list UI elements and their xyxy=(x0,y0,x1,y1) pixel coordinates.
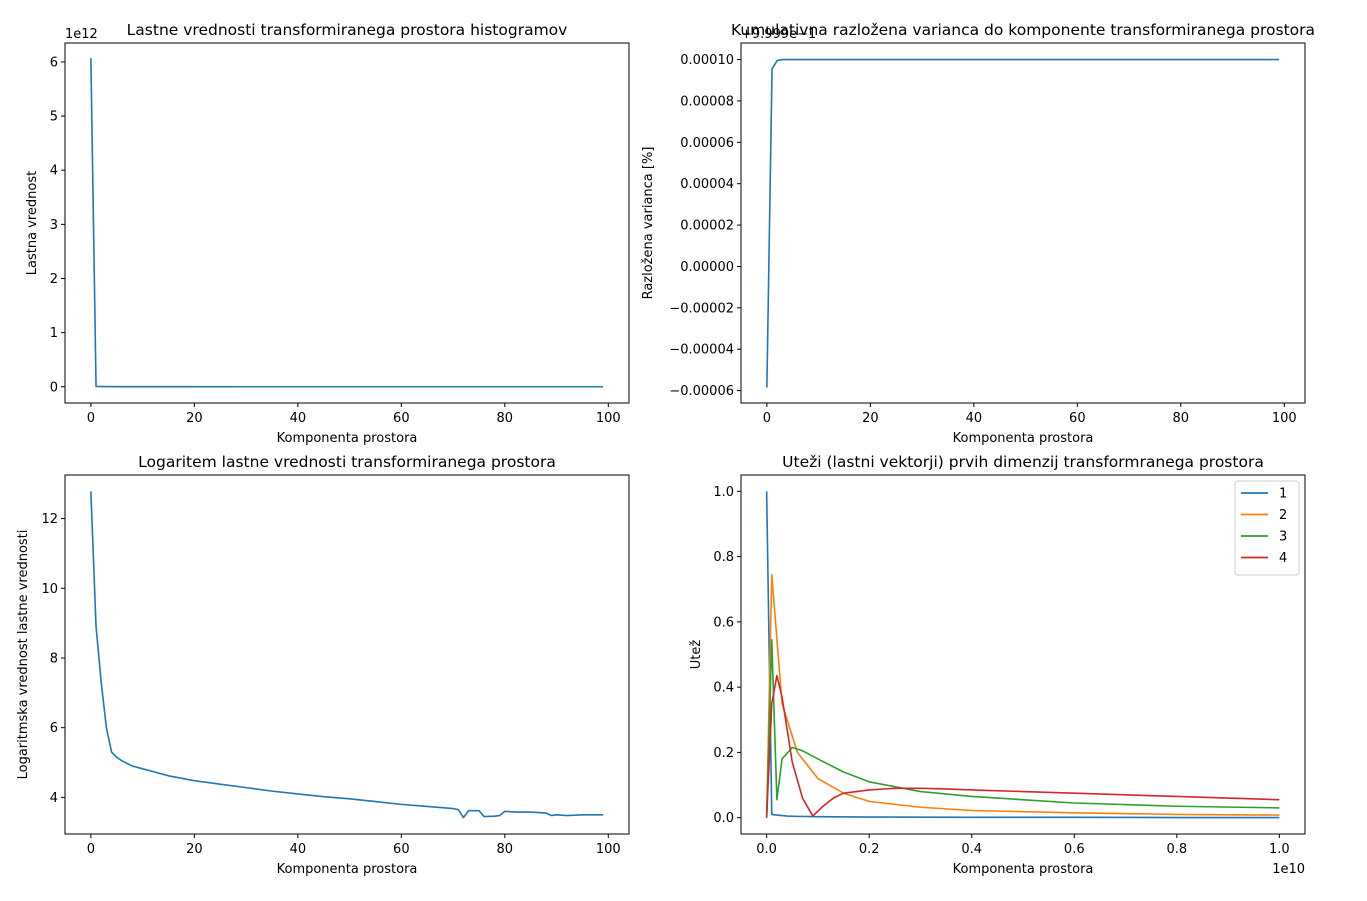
x-tick-label: 40 xyxy=(966,411,983,426)
legend-entry: 2 xyxy=(1279,508,1287,523)
y-tick-label: −0.00004 xyxy=(669,343,734,358)
series-line-2 xyxy=(765,573,1280,818)
x-offset-text: 1e10 xyxy=(1272,862,1305,877)
x-axis-label: Komponenta prostora xyxy=(953,431,1094,446)
y-tick-label: 2 xyxy=(50,272,58,287)
y-axis-label: Lastna vrednost xyxy=(25,171,40,275)
y-tick-label: 4 xyxy=(50,164,58,179)
series-line-1 xyxy=(90,491,604,819)
x-tick-label: 0 xyxy=(763,411,771,426)
chart-panel-2: 0 20 40 60 80 100 −0.00006 −0.00004 −0.00002 0.00… xyxy=(641,21,1315,446)
y-tick-label: −0.00002 xyxy=(669,301,734,316)
y-tick-label: −0.00006 xyxy=(669,384,734,399)
x-tick-label: 100 xyxy=(1272,411,1297,426)
series-line-1 xyxy=(90,58,604,388)
x-tick-label: 0.2 xyxy=(859,842,880,857)
chart-title: Lastne vrednosti transformiranega prosto… xyxy=(127,21,568,39)
y-tick-label: 1 xyxy=(50,326,58,341)
legend-entry: 4 xyxy=(1279,551,1287,566)
y-tick-label: 0.4 xyxy=(713,681,734,696)
x-axis-label: Komponenta prostora xyxy=(277,862,418,877)
x-axis-label: Komponenta prostora xyxy=(953,862,1094,877)
x-tick-label: 0 xyxy=(87,842,95,857)
y-tick-label: 3 xyxy=(50,218,58,233)
y-tick-label: 0.00000 xyxy=(680,260,734,275)
chart-title: Logaritem lastne vrednosti transformiran… xyxy=(138,453,556,471)
y-tick-label: 0.6 xyxy=(713,615,734,630)
y-axis-label: Utež xyxy=(689,640,704,670)
series-line-1 xyxy=(765,491,1280,819)
x-axis-label: Komponenta prostora xyxy=(277,431,418,446)
y-axis-label: Razložena varianca [%] xyxy=(641,147,656,300)
series-line-4 xyxy=(765,674,1280,818)
legend-box xyxy=(1234,480,1300,576)
x-tick-label: 0.8 xyxy=(1166,842,1187,857)
x-tick-label: 20 xyxy=(186,411,203,426)
y-tick-label: 8 xyxy=(50,651,58,666)
x-tick-label: 20 xyxy=(862,411,879,426)
y-tick-label: 0.00008 xyxy=(680,94,734,109)
plot-frame xyxy=(740,474,1306,835)
y-tick-label: 10 xyxy=(41,582,58,597)
y-tick-label: 6 xyxy=(50,55,58,70)
y-offset-text: 1e12 xyxy=(65,27,98,42)
series-line-3 xyxy=(765,639,1280,818)
plot-frame xyxy=(64,42,630,404)
y-tick-label: 1.0 xyxy=(713,485,734,500)
x-tick-label: 80 xyxy=(497,842,514,857)
series-line-1 xyxy=(766,58,1280,388)
x-tick-label: 80 xyxy=(1173,411,1190,426)
plot-frame xyxy=(64,474,630,835)
y-tick-label: 0.00002 xyxy=(680,219,734,234)
x-tick-label: 20 xyxy=(186,842,203,857)
chart-panel-4: 0.0 0.2 0.4 0.6 0.8 1.0 0.0 0.2 0.4 0.6 0.8 1.0 Utež… xyxy=(689,453,1306,877)
y-tick-label: 0.00004 xyxy=(680,177,734,192)
x-tick-label: 40 xyxy=(290,411,307,426)
y-tick-label: 5 xyxy=(50,110,58,125)
x-tick-label: 80 xyxy=(497,411,514,426)
chart-panel-1: 0 20 40 60 80 100 0 1 2 3 4 5 6 Lastne vrednosti tran… xyxy=(25,21,630,446)
y-tick-label: 0.00006 xyxy=(680,136,734,151)
plot-frame xyxy=(740,42,1306,404)
x-tick-label: 60 xyxy=(1069,411,1086,426)
y-offset-text: +9.999e−1 xyxy=(741,27,816,42)
y-tick-label: 0.8 xyxy=(713,550,734,565)
x-tick-label: 0.4 xyxy=(961,842,982,857)
legend: 1 2 3 4 xyxy=(1234,480,1300,576)
y-tick-label: 12 xyxy=(41,512,58,527)
x-tick-label: 60 xyxy=(393,842,410,857)
x-tick-label: 100 xyxy=(596,411,621,426)
y-tick-label: 0.0 xyxy=(713,811,734,826)
legend-entry: 1 xyxy=(1279,487,1287,502)
x-tick-label: 60 xyxy=(393,411,410,426)
chart-panel-3: 0 20 40 60 80 100 4 6 8 10 12 Logaritem lastne vred… xyxy=(16,453,630,877)
y-axis-label: Logaritmska vrednost lastne vrednosti xyxy=(16,530,31,780)
x-tick-label: 1.0 xyxy=(1269,842,1290,857)
x-tick-label: 0.0 xyxy=(756,842,777,857)
x-tick-label: 0.6 xyxy=(1064,842,1085,857)
chart-title: Kumulativna razložena varianca do kompon… xyxy=(731,21,1315,39)
x-tick-label: 40 xyxy=(290,842,307,857)
y-tick-label: 6 xyxy=(50,721,58,736)
x-tick-label: 0 xyxy=(87,411,95,426)
x-tick-label: 100 xyxy=(596,842,621,857)
y-tick-label: 0.2 xyxy=(713,746,734,761)
y-tick-label: 0.00010 xyxy=(680,53,734,68)
chart-title: Uteži (lastni vektorji) prvih dimenzij t… xyxy=(782,453,1264,471)
y-tick-label: 0 xyxy=(50,380,58,395)
y-tick-label: 4 xyxy=(50,791,58,806)
legend-entry: 3 xyxy=(1279,530,1287,545)
